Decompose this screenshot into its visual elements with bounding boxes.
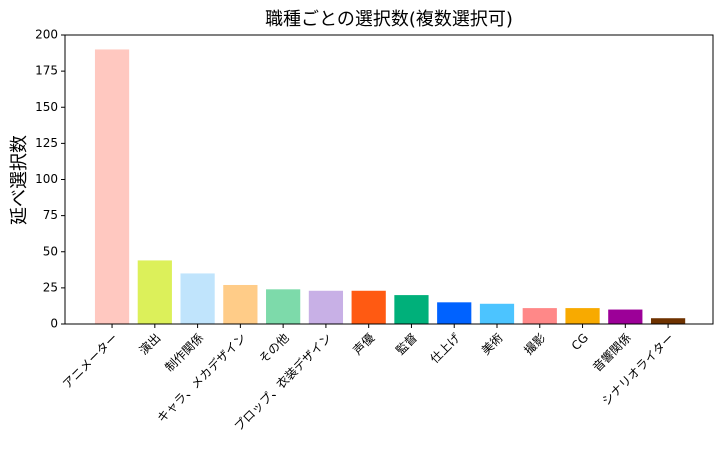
bar <box>351 290 386 324</box>
x-tick-label: 音響関係 <box>589 330 634 375</box>
y-tick-label: 200 <box>35 28 58 42</box>
bar <box>522 308 557 324</box>
y-tick-label: 75 <box>43 208 58 222</box>
x-tick-label: 監督 <box>392 330 420 358</box>
bar <box>94 49 130 324</box>
x-tick-label: 声優 <box>350 331 377 358</box>
y-tick-label: 125 <box>35 136 58 150</box>
chart-title: 職種ごとの選択数(複数選択可) <box>265 9 513 30</box>
x-tick-label: 撮影 <box>521 331 548 358</box>
bar <box>565 308 600 324</box>
x-tick-label: シナリオライター <box>599 331 676 408</box>
bar <box>437 302 472 324</box>
bar <box>266 289 301 324</box>
x-tick-label: 制作関係 <box>162 331 206 375</box>
bar <box>308 290 344 324</box>
bar <box>223 284 258 324</box>
bar <box>608 309 643 324</box>
y-tick-label: 50 <box>43 244 58 258</box>
bar <box>394 295 429 324</box>
x-tick-label: 美術 <box>479 331 506 358</box>
x-tick-label: CG <box>569 331 591 353</box>
bar <box>180 273 215 324</box>
y-tick-label: 25 <box>43 280 58 294</box>
bar <box>137 260 172 324</box>
y-tick-label: 150 <box>35 100 58 114</box>
x-tick-label: 演出 <box>136 330 164 358</box>
bar <box>650 318 686 324</box>
x-tick-label: その他 <box>256 331 291 366</box>
y-axis-label: 延べ選択数 <box>9 135 30 225</box>
bar <box>479 303 515 324</box>
x-tick-label: アニメーター <box>60 331 121 392</box>
y-tick-label: 100 <box>35 172 58 186</box>
y-tick-label: 175 <box>35 64 58 78</box>
y-tick-label: 0 <box>50 317 58 331</box>
x-tick-label: 仕上げ <box>427 331 462 366</box>
plot-frame <box>64 34 714 325</box>
